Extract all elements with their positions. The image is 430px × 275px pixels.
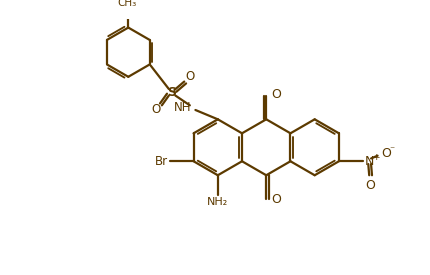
Text: ⁻: ⁻ xyxy=(390,145,395,155)
Text: NH: NH xyxy=(174,101,192,114)
Text: O: O xyxy=(271,193,281,207)
Text: O: O xyxy=(271,88,281,101)
Text: O: O xyxy=(381,147,391,160)
Text: O: O xyxy=(365,179,375,192)
Text: S: S xyxy=(167,86,176,99)
Text: +: + xyxy=(372,153,380,162)
Text: CH₃: CH₃ xyxy=(118,0,137,8)
Text: NH₂: NH₂ xyxy=(207,197,228,207)
Text: O: O xyxy=(152,103,161,117)
Text: Br: Br xyxy=(155,155,168,168)
Text: N: N xyxy=(365,155,374,168)
Text: O: O xyxy=(185,70,194,83)
